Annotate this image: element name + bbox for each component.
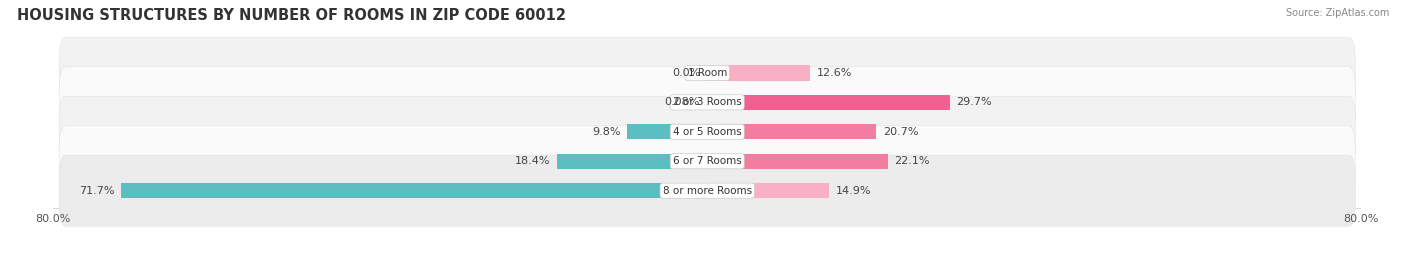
Text: 18.4%: 18.4%: [515, 156, 550, 166]
Text: 29.7%: 29.7%: [956, 97, 993, 107]
FancyBboxPatch shape: [59, 155, 1355, 226]
Text: 6 or 7 Rooms: 6 or 7 Rooms: [673, 156, 741, 166]
Text: 0.0%: 0.0%: [672, 68, 700, 78]
FancyBboxPatch shape: [59, 37, 1355, 109]
Text: 71.7%: 71.7%: [79, 186, 115, 196]
Text: 8 or more Rooms: 8 or more Rooms: [662, 186, 752, 196]
Text: 9.8%: 9.8%: [592, 127, 620, 137]
Bar: [707, 124, 876, 139]
FancyBboxPatch shape: [59, 67, 1355, 138]
Bar: [707, 65, 810, 81]
Bar: [707, 154, 887, 169]
Text: 2 or 3 Rooms: 2 or 3 Rooms: [673, 97, 741, 107]
FancyBboxPatch shape: [59, 96, 1355, 167]
Text: Source: ZipAtlas.com: Source: ZipAtlas.com: [1285, 8, 1389, 18]
Text: 4 or 5 Rooms: 4 or 5 Rooms: [673, 127, 741, 137]
Bar: [557, 154, 707, 169]
Bar: [707, 95, 950, 110]
Text: 14.9%: 14.9%: [835, 186, 872, 196]
Bar: [121, 183, 707, 198]
Text: 0.08%: 0.08%: [665, 97, 700, 107]
FancyBboxPatch shape: [59, 126, 1355, 197]
Bar: [707, 183, 830, 198]
Text: HOUSING STRUCTURES BY NUMBER OF ROOMS IN ZIP CODE 60012: HOUSING STRUCTURES BY NUMBER OF ROOMS IN…: [17, 8, 565, 23]
Text: 20.7%: 20.7%: [883, 127, 918, 137]
Text: 12.6%: 12.6%: [817, 68, 852, 78]
Text: 1 Room: 1 Room: [688, 68, 727, 78]
Bar: [627, 124, 707, 139]
Text: 22.1%: 22.1%: [894, 156, 929, 166]
